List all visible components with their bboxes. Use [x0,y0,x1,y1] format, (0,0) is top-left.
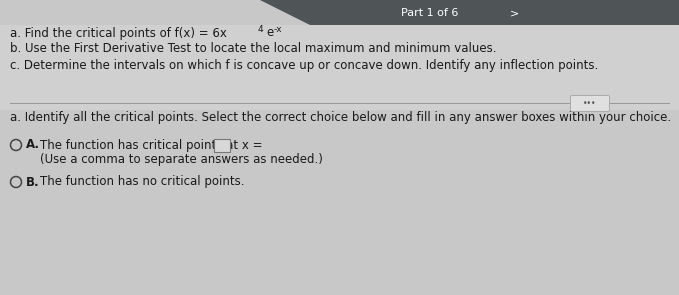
Polygon shape [260,0,679,25]
Text: (Use a comma to separate answers as needed.): (Use a comma to separate answers as need… [40,153,323,166]
FancyBboxPatch shape [570,96,610,112]
Text: e: e [266,27,273,40]
Text: c. Determine the intervals on which f is concave up or concave down. Identify an: c. Determine the intervals on which f is… [10,58,598,71]
Text: -x: -x [274,24,282,34]
FancyBboxPatch shape [214,139,230,152]
FancyBboxPatch shape [0,110,679,295]
Text: b. Use the First Derivative Test to locate the local maximum and minimum values.: b. Use the First Derivative Test to loca… [10,42,496,55]
Text: a. Identify all the critical points. Select the correct choice below and fill in: a. Identify all the critical points. Sel… [10,111,671,124]
Text: A.: A. [26,138,40,152]
Text: >: > [510,8,519,18]
Text: 4: 4 [258,24,263,34]
FancyBboxPatch shape [0,25,679,110]
Text: B.: B. [26,176,39,189]
Text: Part 1 of 6: Part 1 of 6 [401,8,459,18]
Text: a. Find the critical points of f(x) = 6x: a. Find the critical points of f(x) = 6x [10,27,227,40]
Text: The function has critical points at x =: The function has critical points at x = [40,138,263,152]
Text: The function has no critical points.: The function has no critical points. [40,176,244,189]
Text: •••: ••• [583,99,597,107]
